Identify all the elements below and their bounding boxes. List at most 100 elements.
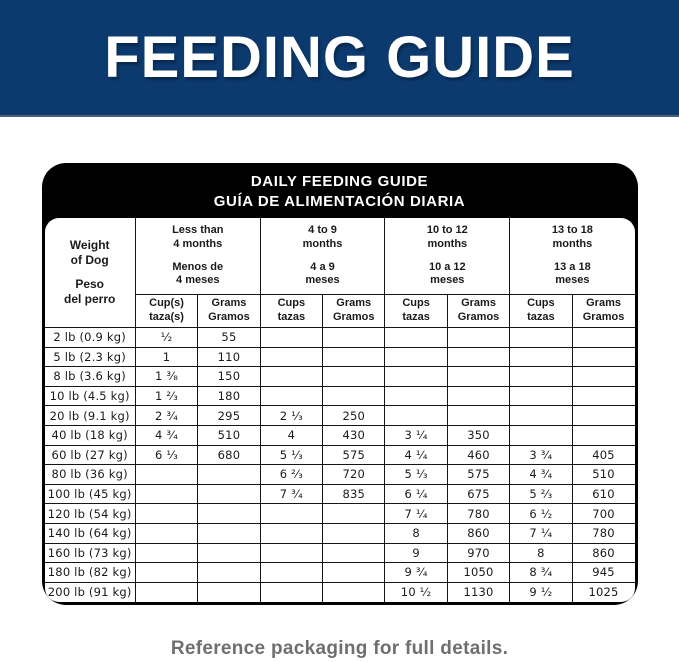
- value-cell: 680: [197, 444, 261, 466]
- value-cell: [384, 366, 448, 387]
- weight-cell: 20 lb (9.1 kg): [44, 405, 136, 426]
- weight-cell: 140 lb (64 kg): [44, 522, 136, 544]
- value-cell: 8 ³⁄₄: [509, 562, 573, 583]
- value-cell: [446, 385, 511, 407]
- weight-header-en: Weight of Dog: [69, 238, 110, 267]
- value-cell: [134, 503, 199, 524]
- weight-cell: 2 lb (0.9 kg): [44, 327, 136, 348]
- value-cell: [197, 483, 261, 505]
- cups-header-2: Cups tazas: [384, 294, 448, 328]
- table-row: 5 lb (2.3 kg) 1 110: [44, 346, 635, 368]
- feeding-table: Weight of Dog Peso del perro Less than 4…: [44, 218, 635, 602]
- value-cell: [259, 503, 324, 524]
- value-cell: 780: [446, 503, 511, 524]
- value-cell: 1: [134, 346, 199, 368]
- value-cell: 575: [446, 464, 511, 485]
- weight-column-header: Weight of Dog Peso del perro: [44, 218, 136, 328]
- value-cell: [259, 542, 324, 564]
- weight-cell: 120 lb (54 kg): [44, 503, 136, 524]
- weight-cell: 10 lb (4.5 kg): [44, 385, 136, 407]
- table-row: 140 lb (64 kg) 8 860 7 ¹⁄₄ 780: [44, 522, 635, 544]
- value-cell: 3 ¹⁄₄: [384, 424, 448, 446]
- weight-header-es: Peso del perro: [64, 277, 116, 306]
- value-cell: [571, 385, 635, 407]
- value-cell: 970: [446, 542, 511, 564]
- footer-note: Reference packaging for full details.: [170, 637, 509, 659]
- value-cell: [259, 385, 324, 407]
- value-cell: [134, 542, 199, 564]
- value-cell: 510: [197, 424, 261, 446]
- value-cell: 2 ¹⁄₃: [259, 405, 324, 426]
- grams-header-2: Grams Gramos: [446, 294, 511, 328]
- value-cell: 9 ³⁄₄: [384, 562, 448, 583]
- value-cell: [571, 424, 635, 446]
- age-group-header-3: 13 to 18 months 13 a 18 meses: [509, 218, 635, 295]
- value-cell: 6 ¹⁄₄: [384, 483, 448, 505]
- age-group-0-es: Menos de 4 meses: [172, 260, 224, 287]
- value-cell: 295: [197, 405, 261, 426]
- value-cell: 510: [571, 464, 635, 485]
- age-group-header-0: Less than 4 months Menos de 4 meses: [134, 218, 261, 295]
- table-title-band: DAILY FEEDING GUIDE GUÍA DE ALIMENTACIÓN…: [45, 163, 635, 218]
- value-cell: [197, 581, 261, 602]
- value-cell: [571, 346, 635, 368]
- table-row: 40 lb (18 kg) 4 ³⁄₄ 510 4 430 3 ¹⁄₄ 350: [44, 424, 635, 446]
- value-cell: [571, 405, 635, 426]
- value-cell: 9: [384, 542, 448, 564]
- value-cell: 9 ¹⁄₂: [509, 581, 573, 602]
- table-area: Weight of Dog Peso del perro Less than 4…: [44, 218, 635, 602]
- value-cell: [446, 366, 511, 387]
- value-cell: [259, 327, 324, 348]
- value-cell: [259, 346, 324, 368]
- weight-cell: 40 lb (18 kg): [44, 424, 136, 446]
- age-group-2-en: 10 to 12 months: [426, 224, 468, 250]
- value-cell: 1 ²⁄₃: [134, 385, 199, 407]
- value-cell: 1 ³⁄₈: [134, 366, 199, 387]
- value-cell: 6 ²⁄₃: [259, 464, 324, 485]
- value-cell: 6 ¹⁄₃: [134, 444, 199, 466]
- table-row: 60 lb (27 kg) 6 ¹⁄₃ 680 5 ¹⁄₃ 575 4 ¹⁄₄ 460 3 ³…: [44, 444, 635, 466]
- value-cell: 610: [571, 483, 635, 505]
- value-cell: [134, 464, 199, 485]
- value-cell: 5 ¹⁄₃: [259, 444, 324, 466]
- age-group-0-en: Less than 4 months: [172, 224, 224, 250]
- value-cell: 150: [197, 366, 261, 387]
- weight-cell: 8 lb (3.6 kg): [44, 366, 136, 387]
- value-cell: [322, 346, 386, 368]
- value-cell: [259, 366, 324, 387]
- value-cell: [197, 464, 261, 485]
- value-cell: 250: [322, 405, 386, 426]
- grams-header-0: Grams Gramos: [197, 294, 261, 328]
- age-group-header-1: 4 to 9 months 4 a 9 meses: [259, 218, 386, 295]
- weight-cell: 100 lb (45 kg): [44, 483, 136, 505]
- weight-cell: 60 lb (27 kg): [44, 444, 136, 466]
- value-cell: [134, 581, 199, 602]
- value-cell: 7 ³⁄₄: [259, 483, 324, 505]
- age-group-header-2: 10 to 12 months 10 a 12 meses: [384, 218, 511, 295]
- value-cell: 6 ¹⁄₂: [509, 503, 573, 524]
- value-cell: [134, 483, 199, 505]
- table-row: 10 lb (4.5 kg) 1 ²⁄₃ 180: [44, 385, 635, 407]
- table-row: 80 lb (36 kg) 6 ²⁄₃ 720 5 ¹⁄₃ 575 4 ³⁄₄ 510: [44, 464, 635, 485]
- table-row: 2 lb (0.9 kg) ¹⁄₂ 55: [44, 327, 635, 348]
- value-cell: [384, 346, 448, 368]
- weight-cell: 5 lb (2.3 kg): [44, 346, 136, 368]
- value-cell: [322, 366, 386, 387]
- value-cell: [259, 581, 324, 602]
- value-cell: 1050: [446, 562, 511, 583]
- value-cell: [509, 327, 573, 348]
- value-cell: 1130: [446, 581, 511, 602]
- table-row: 20 lb (9.1 kg) 2 ³⁄₄ 295 2 ¹⁄₃ 250: [44, 405, 635, 426]
- weight-cell: 160 lb (73 kg): [44, 542, 136, 564]
- value-cell: 575: [322, 444, 386, 466]
- value-cell: [197, 542, 261, 564]
- cups-header-3: Cups tazas: [509, 294, 573, 328]
- age-group-2-es: 10 a 12 meses: [428, 260, 466, 287]
- value-cell: 780: [571, 522, 635, 544]
- value-cell: 5 ¹⁄₃: [384, 464, 448, 485]
- value-cell: 460: [446, 444, 511, 466]
- value-cell: 2 ³⁄₄: [134, 405, 199, 426]
- value-cell: 1025: [571, 581, 635, 602]
- value-cell: [509, 385, 573, 407]
- value-cell: 675: [446, 483, 511, 505]
